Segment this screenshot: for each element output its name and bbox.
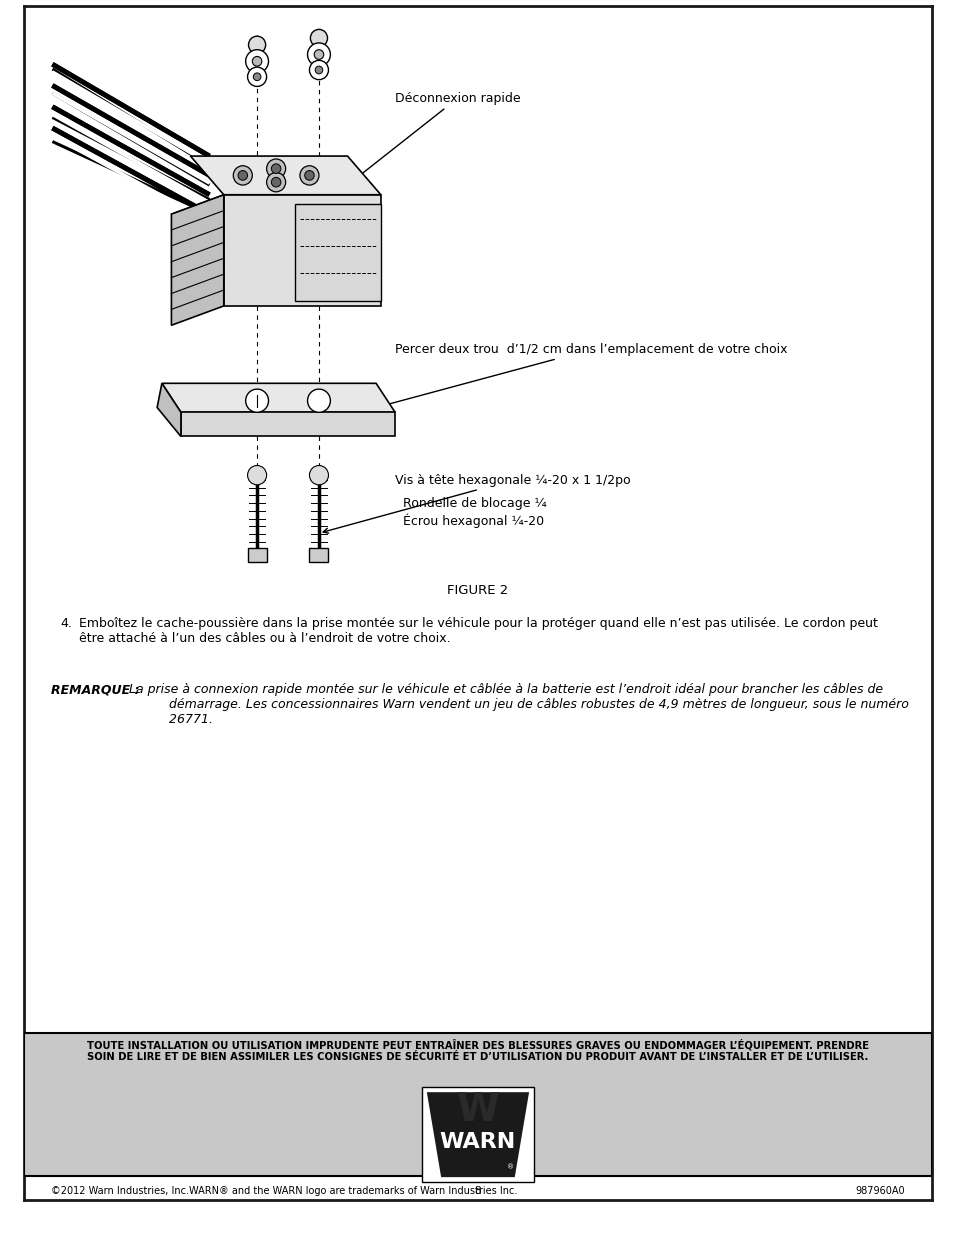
Polygon shape	[162, 383, 395, 412]
Circle shape	[304, 170, 314, 180]
Polygon shape	[181, 412, 395, 436]
Text: Percer deux trou  d’1/2 cm dans l’emplacement de votre choix: Percer deux trou d’1/2 cm dans l’emplace…	[380, 343, 787, 408]
Polygon shape	[191, 156, 380, 195]
Circle shape	[307, 43, 330, 67]
Circle shape	[271, 178, 280, 186]
Circle shape	[266, 159, 285, 178]
Circle shape	[310, 30, 327, 47]
Text: REMARQUE :: REMARQUE :	[51, 683, 143, 697]
Circle shape	[233, 165, 252, 185]
Circle shape	[252, 57, 261, 67]
Circle shape	[238, 170, 248, 180]
Text: Vis à tête hexagonale ¼-20 x 1 1/2po: Vis à tête hexagonale ¼-20 x 1 1/2po	[323, 473, 630, 534]
Circle shape	[309, 61, 328, 80]
Bar	[421, 1087, 534, 1182]
Text: 987960A0: 987960A0	[855, 1186, 904, 1195]
Text: W: W	[456, 1092, 498, 1129]
Circle shape	[314, 67, 322, 74]
Text: Déconnexion rapide: Déconnexion rapide	[351, 91, 520, 183]
Text: ©2012 Warn Industries, Inc.WARN® and the WARN logo are trademarks of Warn Indust: ©2012 Warn Industries, Inc.WARN® and the…	[51, 1186, 517, 1195]
Circle shape	[246, 389, 268, 412]
Text: W: W	[456, 1092, 498, 1129]
Text: 4.: 4.	[60, 618, 71, 630]
Circle shape	[249, 36, 265, 53]
Text: WARN: WARN	[439, 1131, 516, 1151]
Bar	[309, 547, 328, 562]
Text: FIGURE 2: FIGURE 2	[447, 584, 508, 598]
Text: ®: ®	[506, 1165, 514, 1171]
Text: La prise à connexion rapide montée sur le véhicule et câblée à la batterie est l: La prise à connexion rapide montée sur l…	[129, 683, 907, 726]
Circle shape	[271, 164, 280, 173]
Polygon shape	[172, 195, 224, 325]
Circle shape	[266, 173, 285, 191]
Circle shape	[248, 466, 266, 485]
Bar	[24, 1034, 931, 1176]
Circle shape	[309, 466, 328, 485]
Circle shape	[307, 389, 330, 412]
Text: Écrou hexagonal ¼-20: Écrou hexagonal ¼-20	[402, 514, 543, 529]
Circle shape	[314, 49, 323, 59]
Polygon shape	[425, 1092, 530, 1178]
Circle shape	[248, 67, 266, 86]
Text: Emboîtez le cache-poussière dans la prise montée sur le véhicule pour la protége: Emboîtez le cache-poussière dans la pris…	[79, 618, 877, 646]
Text: 8: 8	[475, 1186, 480, 1195]
Circle shape	[246, 49, 268, 73]
Text: Rondelle de blocage ¼: Rondelle de blocage ¼	[402, 498, 546, 510]
Bar	[248, 547, 266, 562]
Circle shape	[299, 165, 318, 185]
Polygon shape	[294, 205, 380, 301]
Polygon shape	[157, 383, 181, 436]
Text: TOUTE INSTALLATION OU UTILISATION IMPRUDENTE PEUT ENTRAÎNER DES BLESSURES GRAVES: TOUTE INSTALLATION OU UTILISATION IMPRUD…	[87, 1039, 868, 1062]
Polygon shape	[224, 195, 380, 306]
Circle shape	[253, 73, 260, 80]
